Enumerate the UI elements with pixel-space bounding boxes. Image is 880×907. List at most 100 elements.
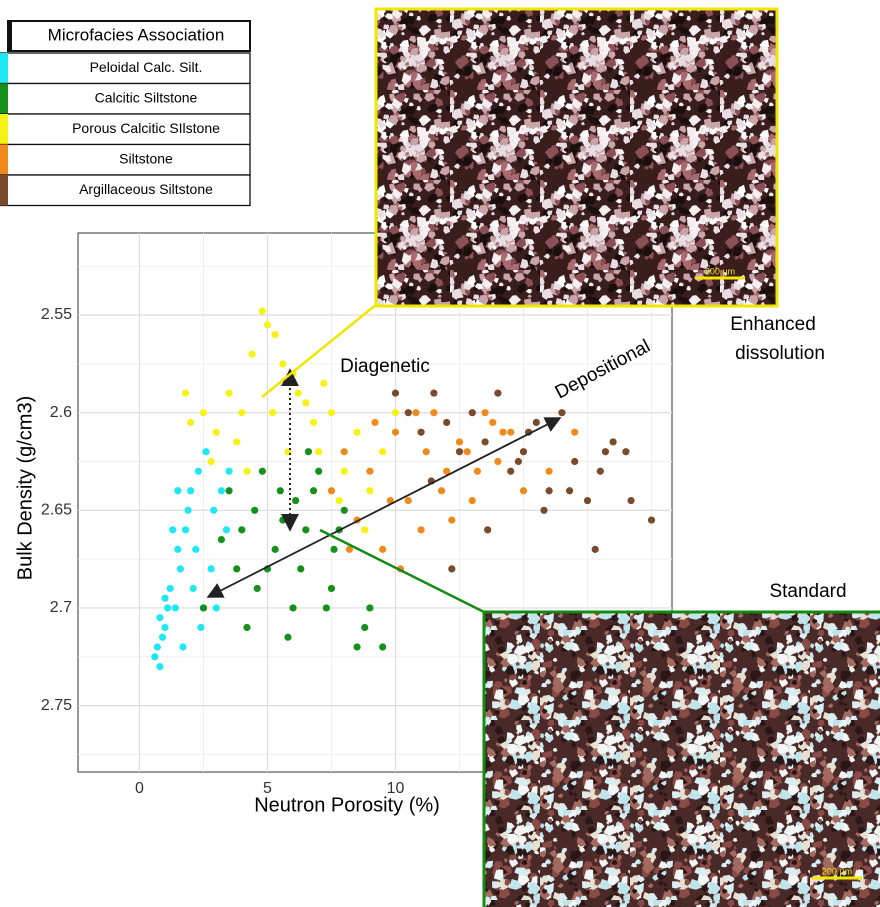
point — [233, 565, 241, 573]
point — [192, 545, 200, 553]
point — [153, 643, 161, 651]
point — [292, 496, 300, 505]
point — [181, 526, 190, 534]
point — [519, 448, 528, 456]
scale-label: 200 µm — [705, 266, 735, 276]
point — [591, 545, 599, 553]
legend-swatch — [0, 175, 8, 206]
point — [189, 584, 197, 593]
point — [371, 418, 379, 427]
point — [284, 633, 292, 641]
legend-title: Microfacies Association — [48, 25, 225, 44]
point — [545, 467, 553, 475]
point — [330, 545, 338, 553]
point — [601, 448, 610, 456]
point — [179, 643, 187, 651]
point — [404, 409, 412, 417]
point — [379, 448, 387, 456]
point — [169, 526, 177, 534]
point — [212, 604, 220, 612]
legend-label: Peloidal Calc. Silt. — [90, 59, 203, 75]
point — [225, 487, 233, 495]
point — [263, 321, 272, 329]
diagenetic-label: Diagenetic — [340, 356, 430, 377]
point — [225, 389, 233, 397]
point — [217, 487, 225, 495]
point — [199, 409, 208, 417]
y-tick-label: 2.7 — [50, 599, 72, 616]
point — [276, 487, 284, 495]
legend-swatch — [0, 144, 8, 175]
legend-title-box — [7, 20, 251, 52]
point — [484, 526, 492, 534]
point — [622, 448, 630, 456]
point — [197, 623, 205, 632]
point — [448, 516, 456, 524]
point — [243, 467, 251, 475]
point — [181, 389, 190, 397]
point — [258, 467, 266, 475]
point — [540, 506, 548, 514]
point — [187, 418, 195, 427]
point — [647, 516, 656, 524]
point — [481, 409, 489, 417]
point — [494, 457, 502, 466]
legend-row — [0, 82, 251, 115]
point — [455, 448, 464, 456]
point — [194, 467, 202, 475]
point — [417, 526, 425, 534]
point — [309, 487, 318, 495]
point — [448, 565, 456, 573]
point — [519, 487, 528, 495]
standard-label: Standard — [769, 581, 846, 602]
point — [302, 526, 310, 534]
point — [225, 467, 233, 475]
point — [468, 496, 476, 505]
y-tick-label: 2.55 — [41, 306, 72, 323]
point — [327, 409, 336, 417]
point — [271, 545, 279, 553]
legend-label: Siltstone — [119, 151, 173, 167]
point — [481, 438, 489, 446]
point — [320, 379, 328, 387]
legend-row — [0, 143, 251, 176]
point — [253, 584, 261, 593]
point — [366, 467, 374, 475]
point — [430, 389, 438, 397]
point — [499, 428, 507, 436]
point — [379, 643, 387, 651]
y-tick-label: 2.75 — [41, 697, 72, 714]
legend-label: Porous Calcitic SIlstone — [72, 120, 220, 136]
x-tick-label: 10 — [387, 780, 405, 797]
point — [353, 428, 361, 436]
point — [340, 506, 348, 514]
point — [248, 350, 256, 358]
point — [507, 428, 515, 436]
point — [404, 496, 412, 505]
legend-swatch — [0, 83, 8, 114]
legend-label: Argillaceous Siltstone — [79, 181, 213, 197]
legend-label: Calcitic Siltstone — [95, 90, 198, 106]
point — [156, 614, 164, 622]
point — [417, 428, 425, 436]
point — [468, 409, 476, 417]
point — [315, 448, 323, 456]
legend-swatch — [0, 53, 8, 84]
point — [243, 623, 251, 632]
point — [268, 409, 277, 417]
scale-label: 200 µm — [822, 866, 852, 876]
point — [187, 487, 195, 495]
point — [176, 565, 185, 573]
point — [583, 496, 592, 505]
point — [164, 604, 172, 612]
point — [315, 467, 323, 475]
point — [565, 487, 574, 495]
point — [361, 526, 369, 534]
point — [430, 409, 438, 417]
point — [279, 516, 287, 524]
point — [302, 399, 310, 407]
point — [596, 467, 604, 475]
point — [627, 496, 635, 505]
point — [309, 418, 318, 427]
point — [238, 526, 246, 534]
